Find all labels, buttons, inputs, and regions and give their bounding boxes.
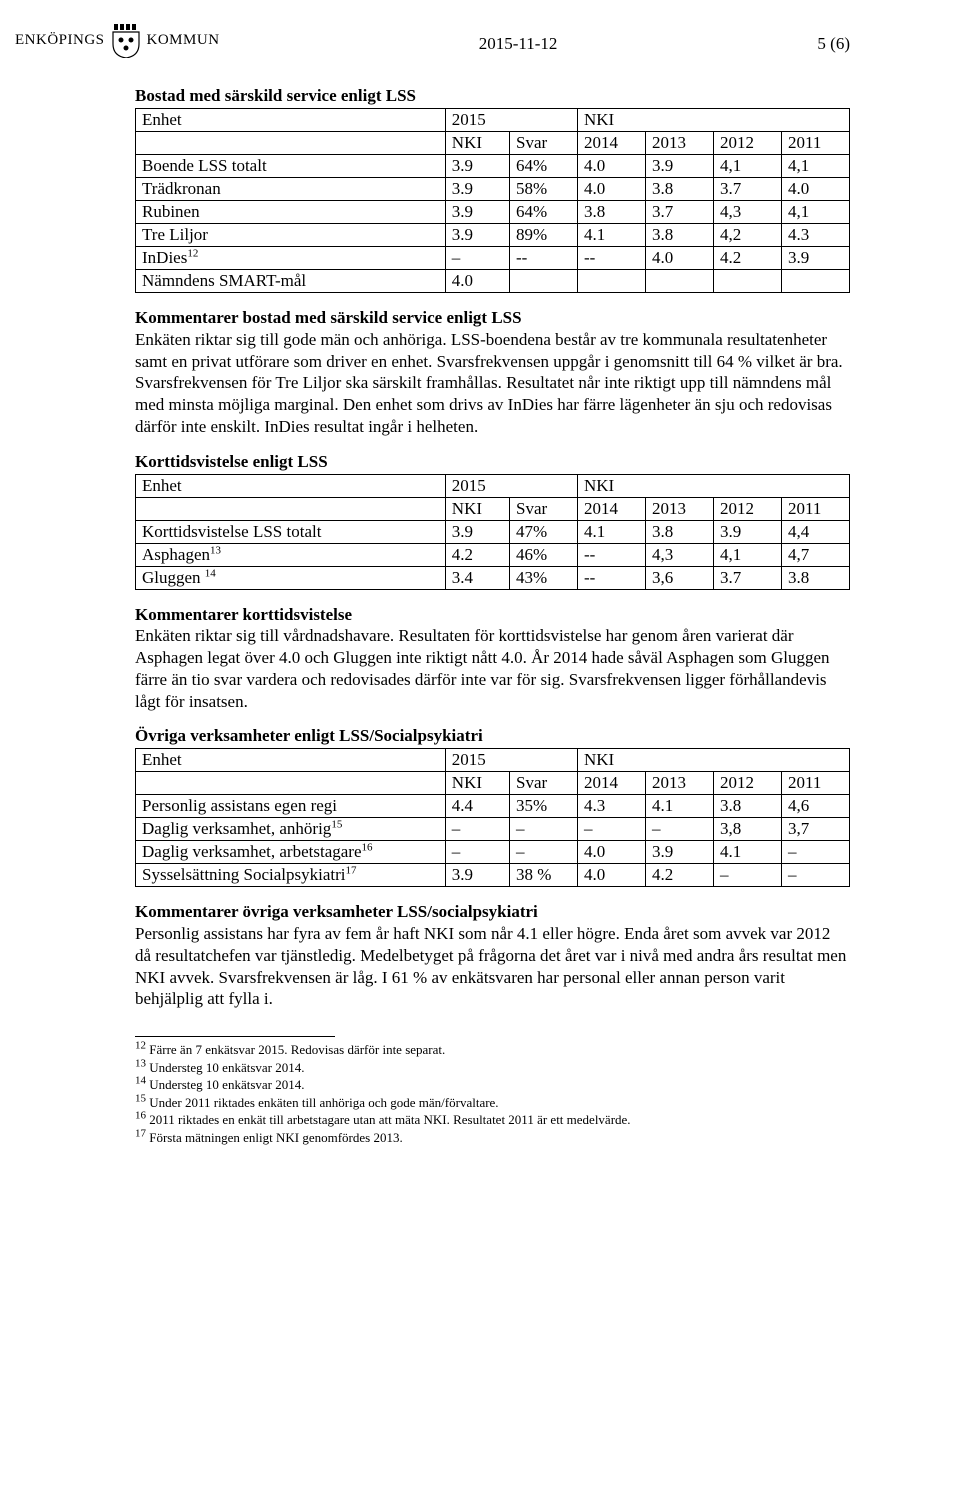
comment1: Kommentarer bostad med särskild service …	[135, 307, 850, 438]
col-nki-sub: NKI	[445, 132, 509, 155]
comment3: Kommentarer övriga verksamheter LSS/soci…	[135, 901, 850, 1010]
page-number: 5 (6)	[817, 34, 850, 54]
comment2: Kommentarer korttidsvistelse Enkäten rik…	[135, 604, 850, 713]
comment2-body: Enkäten riktar sig till vårdnadshavare. …	[135, 626, 830, 710]
document-date: 2015-11-12	[479, 34, 558, 54]
municipality-logo: ENKÖPINGS KOMMUN	[15, 22, 220, 58]
table-row: Rubinen3.964%3.83.74,34,1	[136, 201, 850, 224]
logo-text-right: KOMMUN	[147, 32, 220, 49]
section1-title: Bostad med särskild service enligt LSS	[135, 86, 850, 106]
table-row: Boende LSS totalt3.964%4.03.94,14,1	[136, 155, 850, 178]
footnote-item: 13 Understeg 10 enkätsvar 2014.	[135, 1059, 850, 1077]
table-row: Gluggen 143.443%--3,63.73.8	[136, 566, 850, 589]
table-row: Trädkronan3.958%4.03.83.74.0	[136, 178, 850, 201]
table-row: InDies12–----4.04.23.9	[136, 247, 850, 270]
col-svar: Svar	[510, 132, 578, 155]
page-header: ENKÖPINGS KOMMUN 2015-11-12 5 (6)	[135, 22, 850, 58]
footnote-item: 12 Färre än 7 enkätsvar 2015. Redovisas …	[135, 1041, 850, 1059]
col-2012: 2012	[713, 132, 781, 155]
col-2014: 2014	[578, 132, 646, 155]
document-page: ENKÖPINGS KOMMUN 2015-11-12 5 (6) Bostad	[0, 0, 960, 1206]
section3-title: Övriga verksamheter enligt LSS/Socialpsy…	[135, 726, 850, 746]
table-row: Nämndens SMART-mål4.0	[136, 270, 850, 293]
table-bostad-lss: Enhet 2015 NKI NKI Svar 2014 2013 2012 2…	[135, 108, 850, 293]
table-row: Korttidsvistelse LSS totalt3.947%4.13.83…	[136, 520, 850, 543]
comment1-title: Kommentarer bostad med särskild service …	[135, 308, 522, 327]
footnote-list: 12 Färre än 7 enkätsvar 2015. Redovisas …	[135, 1041, 850, 1146]
table-korttid: Enhet 2015 NKI NKI Svar 2014 2013 2012 2…	[135, 474, 850, 590]
comment3-title: Kommentarer övriga verksamheter LSS/soci…	[135, 902, 538, 921]
table-row: Tre Liljor3.989%4.13.84,24.3	[136, 224, 850, 247]
crest-icon	[111, 22, 141, 58]
footnote-item: 17 Första mätningen enligt NKI genomförd…	[135, 1129, 850, 1147]
col-2015: 2015	[445, 109, 509, 132]
table-row: Sysselsättning Socialpsykiatri173.938 %4…	[136, 864, 850, 887]
footnote-separator	[135, 1036, 335, 1037]
table-row: Daglig verksamhet, anhörig15––––3,83,7	[136, 818, 850, 841]
comment2-title: Kommentarer korttidsvistelse	[135, 605, 352, 624]
comment1-body: Enkäten riktar sig till gode män och anh…	[135, 330, 843, 436]
table-row: Asphagen134.246%--4,34,14,7	[136, 543, 850, 566]
footnote-item: 15 Under 2011 riktades enkäten till anhö…	[135, 1094, 850, 1112]
col-enhet: Enhet	[136, 109, 446, 132]
footnote-item: 14 Understeg 10 enkätsvar 2014.	[135, 1076, 850, 1094]
table-ovriga: Enhet 2015 NKI NKI Svar 2014 2013 2012 2…	[135, 748, 850, 887]
footnote-item: 16 2011 riktades en enkät till arbetstag…	[135, 1111, 850, 1129]
col-nki: NKI	[578, 109, 646, 132]
comment3-body: Personlig assistans har fyra av fem år h…	[135, 924, 846, 1008]
table-row: Daglig verksamhet, arbetstagare16––4.03.…	[136, 841, 850, 864]
section2-title: Korttidsvistelse enligt LSS	[135, 452, 850, 472]
col-2013: 2013	[645, 132, 713, 155]
table-row: Personlig assistans egen regi4.435%4.34.…	[136, 795, 850, 818]
col-2011: 2011	[781, 132, 849, 155]
logo-text-left: ENKÖPINGS	[15, 32, 105, 49]
